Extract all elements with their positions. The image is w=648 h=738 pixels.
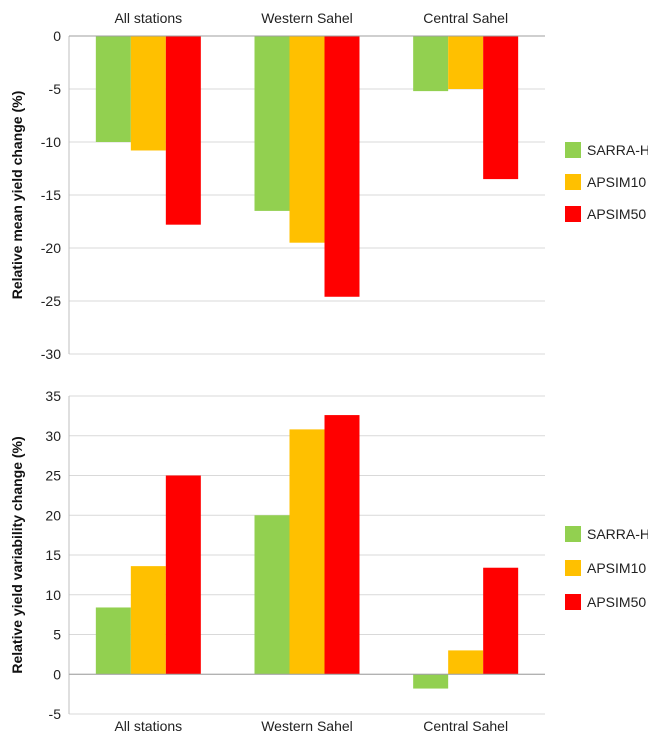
bar-apsim50-all-stations: [165, 475, 201, 675]
mean-yield-change-chart: Relative mean yield change (%) 0 -5 -10 -15…: [9, 10, 648, 362]
bar-apsim10-central-sahel: [448, 36, 484, 89]
legend-label: SARRA-H: [587, 526, 648, 542]
y-tick-label: 20: [45, 507, 61, 523]
y-tick-label: -10: [41, 134, 61, 150]
bar-sarra-h-all-stations: [95, 607, 131, 675]
yield-variability-change-chart: Relative yield variability change (%) 35…: [9, 388, 648, 734]
y-tick-label: -5: [49, 81, 62, 97]
bar-apsim50-all-stations: [165, 36, 201, 225]
y-tick-label: 30: [45, 428, 61, 444]
bar-sarra-h-central-sahel: [413, 674, 449, 689]
y-tick-label: -30: [41, 346, 61, 362]
bar-apsim10-western-sahel: [289, 36, 325, 243]
bar-apsim50-western-sahel: [324, 415, 360, 675]
bar-apsim10-all-stations: [130, 566, 166, 675]
bar-sarra-h-western-sahel: [254, 515, 290, 675]
y-tick-label: 15: [45, 547, 61, 563]
y-axis-label: Relative mean yield change (%): [9, 91, 25, 300]
bar-apsim50-western-sahel: [324, 36, 360, 297]
category-label: Central Sahel: [423, 718, 508, 734]
category-label: Western Sahel: [261, 718, 353, 734]
bar-apsim50-central-sahel: [483, 36, 519, 180]
legend-swatch: [565, 142, 581, 158]
y-tick-label: -5: [49, 706, 62, 722]
legend-label: APSIM50: [587, 594, 646, 610]
y-axis-label: Relative yield variability change (%): [9, 436, 25, 673]
legend-swatch: [565, 526, 581, 542]
y-tick-label: 0: [53, 28, 61, 44]
category-label: All stations: [114, 10, 182, 26]
bar-sarra-h-all-stations: [95, 36, 131, 142]
bar-sarra-h-central-sahel: [413, 36, 449, 92]
bar-apsim10-central-sahel: [448, 650, 484, 675]
legend-swatch: [565, 174, 581, 190]
legend-swatch: [565, 594, 581, 610]
category-label: Western Sahel: [261, 10, 353, 26]
legend-label: APSIM10: [587, 174, 646, 190]
y-tick-label: -20: [41, 240, 61, 256]
legend-swatch: [565, 206, 581, 222]
bar-apsim50-central-sahel: [483, 567, 519, 675]
y-tick-label: 10: [45, 587, 61, 603]
category-label: All stations: [114, 718, 182, 734]
legend-swatch: [565, 560, 581, 576]
bar-apsim10-all-stations: [130, 36, 166, 151]
y-tick-label: 25: [45, 468, 61, 484]
category-label: Central Sahel: [423, 10, 508, 26]
y-tick-label: -15: [41, 187, 61, 203]
y-tick-label: 0: [53, 666, 61, 682]
legend-label: APSIM10: [587, 560, 646, 576]
bar-sarra-h-western-sahel: [254, 36, 290, 211]
legend-label: APSIM50: [587, 206, 646, 222]
y-tick-label: -25: [41, 293, 61, 309]
bar-apsim10-western-sahel: [289, 429, 325, 675]
legend-label: SARRA-H: [587, 142, 648, 158]
y-tick-label: 35: [45, 388, 61, 404]
y-tick-label: 5: [53, 627, 61, 643]
